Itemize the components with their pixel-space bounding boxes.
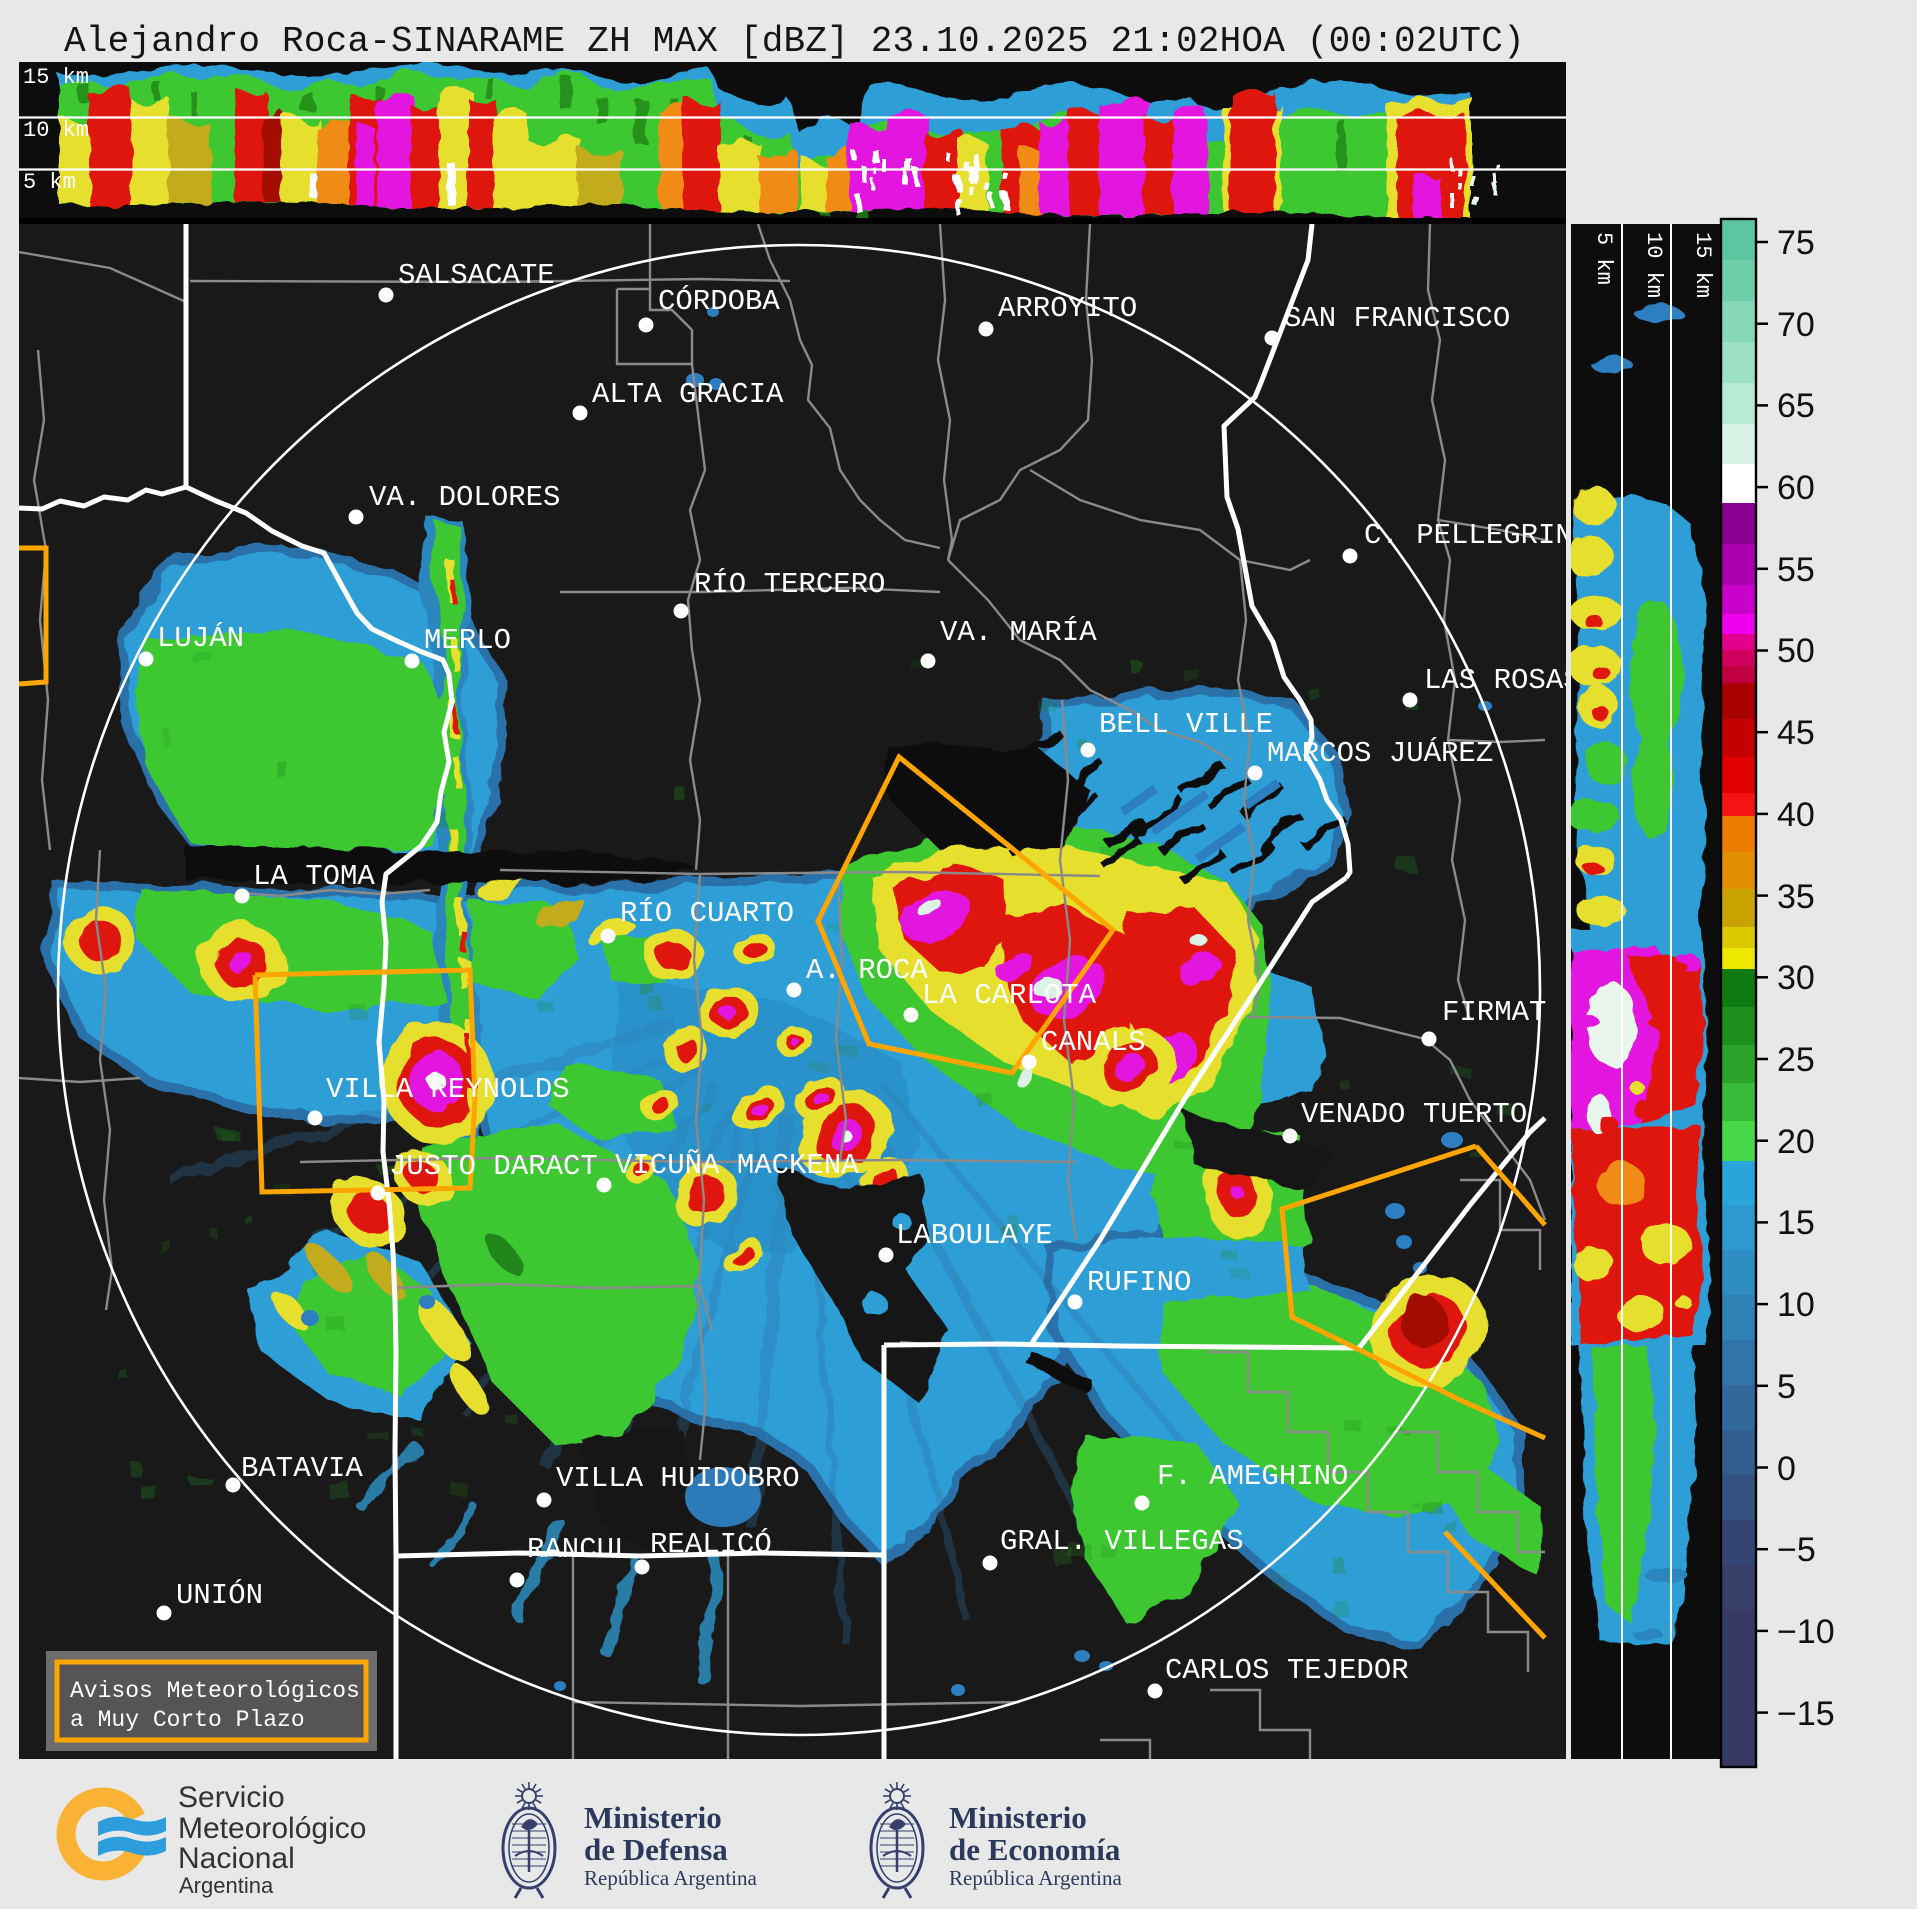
- svg-text:15 km: 15 km: [23, 65, 89, 90]
- svg-text:CARLOS TEJEDOR: CARLOS TEJEDOR: [1165, 1654, 1409, 1687]
- svg-text:Ministerio: Ministerio: [949, 1800, 1087, 1835]
- svg-text:Alejandro Roca-SINARAME ZH MAX: Alejandro Roca-SINARAME ZH MAX [dBZ] 23.…: [64, 21, 1525, 62]
- svg-text:CÓRDOBA: CÓRDOBA: [658, 284, 780, 318]
- svg-text:MERLO: MERLO: [424, 624, 511, 657]
- svg-text:BATAVIA: BATAVIA: [241, 1452, 363, 1485]
- svg-text:25: 25: [1777, 1041, 1815, 1079]
- svg-text:República Argentina: República Argentina: [949, 1866, 1122, 1890]
- svg-text:35: 35: [1777, 878, 1815, 916]
- svg-text:A. ROCA: A. ROCA: [806, 954, 928, 987]
- svg-text:5: 5: [1777, 1368, 1796, 1406]
- svg-text:Ministerio: Ministerio: [584, 1800, 722, 1835]
- svg-text:−15: −15: [1777, 1695, 1835, 1733]
- svg-text:50: 50: [1777, 632, 1815, 670]
- svg-text:LUJÁN: LUJÁN: [157, 621, 244, 655]
- svg-text:Meteorológico: Meteorológico: [178, 1812, 366, 1845]
- svg-text:Servicio: Servicio: [178, 1781, 285, 1814]
- svg-text:VA. DOLORES: VA. DOLORES: [369, 481, 560, 514]
- svg-text:RÍO TERCERO: RÍO TERCERO: [694, 567, 885, 601]
- svg-text:VICUÑA MACKENA: VICUÑA MACKENA: [615, 1148, 859, 1182]
- svg-text:5 km: 5 km: [1591, 232, 1616, 285]
- svg-text:5 km: 5 km: [23, 170, 76, 195]
- svg-text:República Argentina: República Argentina: [584, 1866, 757, 1890]
- svg-text:LAS ROSAS: LAS ROSAS: [1424, 664, 1581, 697]
- svg-text:RANCUL: RANCUL: [527, 1533, 631, 1566]
- svg-text:de Defensa: de Defensa: [584, 1832, 728, 1867]
- svg-text:RÍO CUARTO: RÍO CUARTO: [620, 896, 794, 930]
- svg-text:40: 40: [1777, 796, 1815, 834]
- svg-text:Argentina: Argentina: [179, 1873, 274, 1898]
- svg-text:VENADO TUERTO: VENADO TUERTO: [1301, 1098, 1527, 1131]
- svg-text:de Economía: de Economía: [949, 1832, 1121, 1867]
- svg-text:30: 30: [1777, 959, 1815, 997]
- svg-text:JUSTO DARACT: JUSTO DARACT: [389, 1150, 598, 1183]
- svg-text:45: 45: [1777, 714, 1815, 752]
- svg-text:FIRMAT: FIRMAT: [1442, 996, 1546, 1029]
- svg-text:UNIÓN: UNIÓN: [176, 1578, 263, 1612]
- svg-text:ARROYITO: ARROYITO: [998, 292, 1137, 325]
- svg-text:VA. MARÍA: VA. MARÍA: [940, 615, 1097, 649]
- svg-text:RUFINO: RUFINO: [1087, 1266, 1191, 1299]
- svg-text:15 km: 15 km: [1690, 232, 1715, 298]
- svg-text:Nacional: Nacional: [178, 1842, 295, 1875]
- svg-text:−10: −10: [1777, 1613, 1835, 1651]
- svg-text:CANALS: CANALS: [1041, 1026, 1145, 1059]
- svg-text:15: 15: [1777, 1204, 1815, 1242]
- svg-text:BELL VILLE: BELL VILLE: [1099, 708, 1273, 741]
- svg-text:65: 65: [1777, 387, 1815, 425]
- svg-text:10: 10: [1777, 1286, 1815, 1324]
- svg-text:Avisos Meteorológicos: Avisos Meteorológicos: [70, 1678, 360, 1704]
- svg-text:LA TOMA: LA TOMA: [253, 860, 375, 893]
- svg-text:0: 0: [1777, 1450, 1796, 1488]
- svg-text:VILLA HUIDOBRO: VILLA HUIDOBRO: [556, 1462, 800, 1495]
- svg-text:75: 75: [1777, 224, 1815, 262]
- svg-text:C. PELLEGRINI: C. PELLEGRINI: [1364, 519, 1590, 552]
- svg-text:−5: −5: [1777, 1531, 1816, 1569]
- svg-text:SAN FRANCISCO: SAN FRANCISCO: [1284, 302, 1510, 335]
- svg-text:70: 70: [1777, 306, 1815, 344]
- svg-text:GRAL. VILLEGAS: GRAL. VILLEGAS: [1000, 1525, 1244, 1558]
- svg-text:F. AMEGHINO: F. AMEGHINO: [1157, 1460, 1348, 1493]
- svg-text:SALSACATE: SALSACATE: [398, 259, 555, 292]
- svg-text:MARCOS JUÁREZ: MARCOS JUÁREZ: [1267, 736, 1493, 770]
- svg-text:10 km: 10 km: [1641, 232, 1666, 298]
- svg-text:LABOULAYE: LABOULAYE: [896, 1219, 1053, 1252]
- svg-text:a Muy Corto Plazo: a Muy Corto Plazo: [70, 1707, 305, 1733]
- svg-text:60: 60: [1777, 469, 1815, 507]
- svg-text:LA CARLOTA: LA CARLOTA: [922, 979, 1097, 1012]
- svg-text:10 km: 10 km: [23, 118, 89, 143]
- svg-text:55: 55: [1777, 551, 1815, 589]
- svg-text:VILLA REYNOLDS: VILLA REYNOLDS: [326, 1073, 570, 1106]
- svg-text:REALICÓ: REALICÓ: [650, 1527, 772, 1561]
- svg-text:ALTA GRACIA: ALTA GRACIA: [592, 378, 784, 411]
- svg-text:20: 20: [1777, 1123, 1815, 1161]
